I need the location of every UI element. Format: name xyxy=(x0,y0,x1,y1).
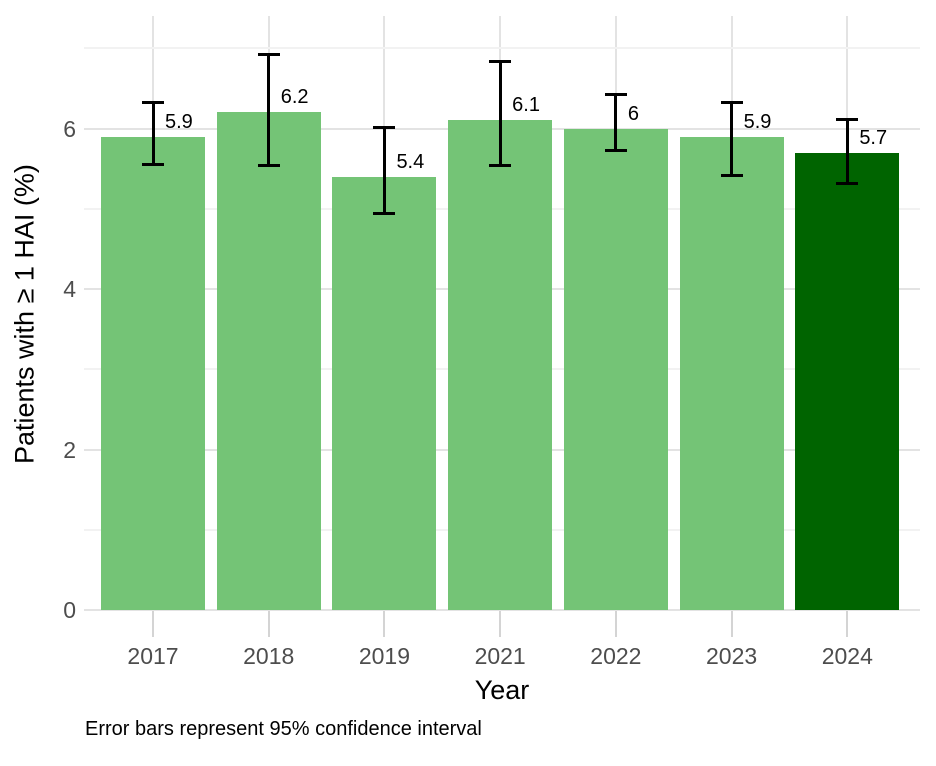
minor-gridline xyxy=(84,47,920,50)
bar-2018 xyxy=(216,112,321,610)
x-tick-label-2021: 2021 xyxy=(474,643,526,669)
plot-panel: 5.9 6.2 5.4 6.1 6 5.9 5.7 xyxy=(84,16,920,611)
bar-value-label: 6.2 xyxy=(280,86,309,109)
error-bar-line xyxy=(845,118,849,184)
error-bar-line xyxy=(267,53,271,167)
y-tick-label: 0 xyxy=(63,597,76,623)
error-bar-cap-bottom xyxy=(142,163,164,167)
error-bar-cap-bottom xyxy=(373,212,396,216)
major-gridline xyxy=(84,609,920,611)
bar-value-label: 5.4 xyxy=(396,150,425,173)
bar-2021 xyxy=(448,120,553,610)
bar-value-label: 5.9 xyxy=(165,110,193,133)
x-tick-label-2022: 2022 xyxy=(590,643,642,669)
y-tick-label: 6 xyxy=(63,115,76,142)
error-bar-line xyxy=(382,126,386,215)
error-bar-cap-top xyxy=(836,117,859,121)
x-axis-tick xyxy=(499,611,502,637)
bar-value-label: 6 xyxy=(627,102,639,125)
error-bar-cap-bottom xyxy=(720,173,743,177)
error-bar-cap-top xyxy=(373,125,396,129)
error-bar-cap-bottom xyxy=(489,164,512,168)
error-bar-cap-bottom xyxy=(836,181,859,185)
error-bar-cap-top xyxy=(489,60,512,64)
bar-2019 xyxy=(332,176,437,610)
x-axis-tick xyxy=(383,611,386,637)
error-bar-cap-bottom xyxy=(604,148,627,152)
error-bar-cap-bottom xyxy=(257,164,280,168)
bar-2022 xyxy=(563,128,668,610)
error-bar-cap-top xyxy=(142,101,164,105)
error-bar-cap-top xyxy=(720,101,743,105)
y-tick-label: 2 xyxy=(63,436,76,463)
x-axis-tick xyxy=(730,611,733,637)
bar-2024 xyxy=(795,152,900,610)
y-tick-label: 4 xyxy=(63,276,76,302)
bar-value-label: 5.9 xyxy=(743,110,772,133)
error-bar-line xyxy=(498,61,502,167)
x-tick-label-2023: 2023 xyxy=(706,643,758,669)
x-axis-title: Year xyxy=(474,675,530,705)
error-bar-cap-top xyxy=(257,52,280,56)
error-bar-line xyxy=(151,102,155,166)
chart-caption: Error bars represent 95% confidence inte… xyxy=(85,718,482,740)
bar-2017 xyxy=(101,136,205,610)
error-bar-cap-top xyxy=(604,92,627,96)
error-bar-line xyxy=(730,102,734,176)
x-axis-tick xyxy=(267,611,270,637)
x-tick-label-2024: 2024 xyxy=(821,643,873,669)
bar-value-label: 5.7 xyxy=(859,126,888,149)
x-axis-tick xyxy=(152,611,154,637)
x-tick-label-2019: 2019 xyxy=(358,643,411,669)
x-axis-tick xyxy=(846,611,849,637)
bar-value-label: 6.1 xyxy=(512,94,540,117)
x-axis-tick xyxy=(614,611,617,637)
x-tick-label-2017: 2017 xyxy=(127,643,179,669)
bar-2023 xyxy=(679,136,784,610)
x-tick-label-2018: 2018 xyxy=(243,643,295,669)
error-bar-line xyxy=(614,93,618,151)
